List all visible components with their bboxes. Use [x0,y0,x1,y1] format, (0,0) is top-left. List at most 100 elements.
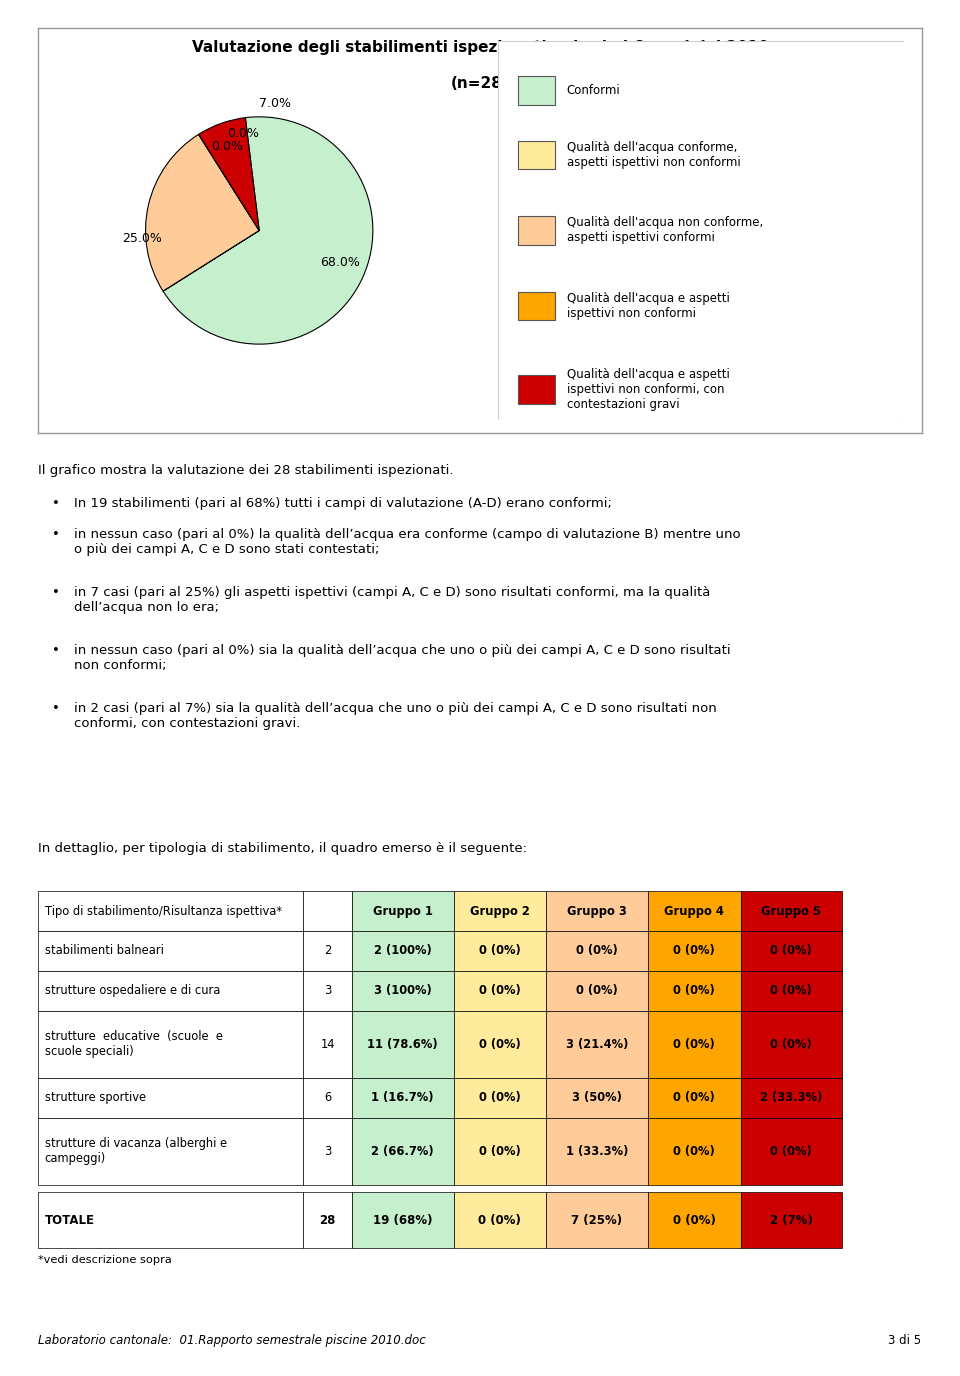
Text: 3 (100%): 3 (100%) [373,984,432,998]
Text: Gruppo 4: Gruppo 4 [664,904,724,918]
Text: strutture di vacanza (alberghi e
campeggi): strutture di vacanza (alberghi e campegg… [44,1138,227,1165]
Bar [518,140,555,169]
Text: •: • [52,527,60,541]
Text: Tipo di stabilimento/Risultanza ispettiva*: Tipo di stabilimento/Risultanza ispettiv… [44,904,281,918]
Text: Qualità dell'acqua conforme,
aspetti ispettivi non conformi: Qualità dell'acqua conforme, aspetti isp… [566,140,740,169]
Bar [303,932,352,971]
Text: In dettaglio, per tipologia di stabilimento, il quadro emerso è il seguente:: In dettaglio, per tipologia di stabilime… [38,842,527,854]
Text: •: • [52,586,60,599]
Text: 0 (0%): 0 (0%) [673,1091,715,1105]
Text: 2 (33.3%): 2 (33.3%) [760,1091,823,1105]
Bar [352,1077,453,1117]
Text: Qualità dell'acqua non conforme,
aspetti ispettivi conformi: Qualità dell'acqua non conforme, aspetti… [566,216,763,245]
Text: 0 (0%): 0 (0%) [673,1145,715,1157]
Wedge shape [163,230,259,292]
Bar [546,1117,648,1185]
Bar [546,1011,648,1077]
Bar [453,971,546,1011]
Bar [518,376,555,403]
Text: Gruppo 3: Gruppo 3 [567,904,627,918]
Text: (n=28): (n=28) [450,76,510,91]
Text: Gruppo 2: Gruppo 2 [470,904,530,918]
Text: strutture sportive: strutture sportive [44,1091,146,1105]
Text: Laboratorio cantonale:  01.Rapporto semestrale piscine 2010.doc: Laboratorio cantonale: 01.Rapporto semes… [38,1335,426,1347]
Bar [352,932,453,971]
Bar [38,892,303,932]
Text: 0 (0%): 0 (0%) [673,1038,715,1051]
Bar [740,1077,842,1117]
Text: 0 (0%): 0 (0%) [576,944,618,958]
Text: 0 (0%): 0 (0%) [771,984,812,998]
Text: 1 (16.7%): 1 (16.7%) [372,1091,434,1105]
Text: 2 (66.7%): 2 (66.7%) [372,1145,434,1157]
Bar [303,1193,352,1248]
Bar [740,892,842,932]
Text: 0 (0%): 0 (0%) [479,1038,520,1051]
Text: 0 (0%): 0 (0%) [673,984,715,998]
Bar [303,1077,352,1117]
Bar [546,971,648,1011]
Bar [648,971,740,1011]
Text: in 7 casi (pari al 25%) gli aspetti ispettivi (campi A, C e D) sono risultati co: in 7 casi (pari al 25%) gli aspetti ispe… [74,586,710,614]
Text: 0.0%: 0.0% [211,139,243,153]
Bar [648,892,740,932]
Bar [352,1011,453,1077]
Text: 0 (0%): 0 (0%) [673,1214,715,1227]
Text: 0 (0%): 0 (0%) [576,984,618,998]
Bar [352,1193,453,1248]
Bar [453,1117,546,1185]
Bar [303,971,352,1011]
Bar [453,1193,546,1248]
Bar [648,1117,740,1185]
Bar [38,1193,303,1248]
Bar [453,1011,546,1077]
Text: Valutazione degli stabilimenti ispezionati nei primi 6 mesi del 2010: Valutazione degli stabilimenti ispeziona… [192,40,768,55]
Bar [546,1193,648,1248]
Text: 3 (21.4%): 3 (21.4%) [565,1038,628,1051]
Text: *vedi descrizione sopra: *vedi descrizione sopra [38,1255,172,1265]
Text: 2: 2 [324,944,331,958]
Text: 1 (33.3%): 1 (33.3%) [565,1145,628,1157]
Bar [303,1011,352,1077]
Text: In 19 stabilimenti (pari al 68%) tutti i campi di valutazione (A-D) erano confor: In 19 stabilimenti (pari al 68%) tutti i… [74,498,612,510]
Bar [303,892,352,932]
Text: 0 (0%): 0 (0%) [479,944,520,958]
Text: 0 (0%): 0 (0%) [771,944,812,958]
Wedge shape [199,135,259,230]
Text: 0 (0%): 0 (0%) [673,944,715,958]
Text: •: • [52,702,60,716]
Bar [546,892,648,932]
Bar [518,216,555,245]
Bar [740,971,842,1011]
Text: in 2 casi (pari al 7%) sia la qualità dell’acqua che uno o più dei campi A, C e : in 2 casi (pari al 7%) sia la qualità de… [74,702,716,731]
Text: strutture  educative  (scuole  e
scuole speciali): strutture educative (scuole e scuole spe… [44,1031,223,1058]
Text: 25.0%: 25.0% [122,233,162,245]
Bar [38,1077,303,1117]
Bar [453,932,546,971]
Text: 7 (25%): 7 (25%) [571,1214,623,1227]
Bar [453,892,546,932]
Text: 3 (50%): 3 (50%) [572,1091,622,1105]
Bar [352,892,453,932]
Wedge shape [163,117,372,344]
Bar [518,292,555,321]
Bar [453,1077,546,1117]
Bar [740,1193,842,1248]
Text: 0 (0%): 0 (0%) [479,1145,520,1157]
Bar [38,932,303,971]
Text: 11 (78.6%): 11 (78.6%) [368,1038,438,1051]
Bar [518,76,555,105]
Wedge shape [199,118,259,230]
Text: 68.0%: 68.0% [321,256,360,270]
Wedge shape [146,135,259,292]
Text: 0 (0%): 0 (0%) [771,1145,812,1157]
Text: Qualità dell'acqua e aspetti
ispettivi non conformi, con
contestazioni gravi: Qualità dell'acqua e aspetti ispettivi n… [566,367,730,411]
Bar [740,1011,842,1077]
Text: 28: 28 [320,1214,336,1227]
Text: Gruppo 1: Gruppo 1 [372,904,433,918]
Text: 2 (100%): 2 (100%) [373,944,432,958]
Text: 14: 14 [321,1038,335,1051]
Text: strutture ospedaliere e di cura: strutture ospedaliere e di cura [44,984,220,998]
Text: 0 (0%): 0 (0%) [478,1214,521,1227]
Text: in nessun caso (pari al 0%) sia la qualità dell’acqua che uno o più dei campi A,: in nessun caso (pari al 0%) sia la quali… [74,644,731,671]
